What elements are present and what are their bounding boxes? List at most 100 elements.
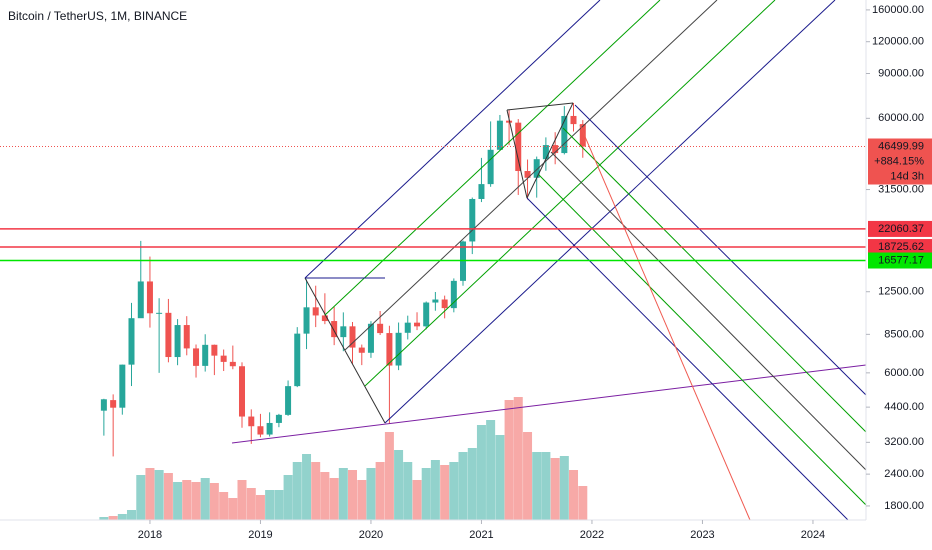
volume-bar [154,470,164,520]
candle-body [165,312,172,358]
volume-bar [145,468,155,520]
y-tick-label: 3200.00 [884,436,924,448]
volume-bar [347,470,357,520]
trend-line [579,124,751,521]
x-tick-label: 2023 [690,529,714,541]
candle-body [349,326,356,348]
volume-bar [255,495,265,520]
candle-body [395,332,402,366]
volume-bar [394,450,404,520]
candle-body [469,198,476,242]
volume-bar [403,462,413,520]
candle-body [561,115,568,154]
volume-bar [117,514,127,520]
drawings [231,0,867,521]
volume-bar [476,425,486,520]
volume-bar [375,462,385,520]
candle-body [321,315,328,322]
candle-body [331,321,338,338]
candle-body [496,120,503,150]
candle-body [128,318,135,365]
candle-body [137,281,144,319]
volume-bar [320,472,330,520]
candle-body [174,325,181,358]
volume-bar [292,462,302,520]
volume-bar [421,468,431,520]
candle-body [524,171,531,178]
overlay [0,146,866,262]
candle-body [533,159,540,178]
volume-bar [523,432,533,520]
candle-body [294,333,301,387]
candle-body [414,322,421,327]
candle-body [100,399,107,411]
candle-body [110,400,117,408]
x-tick-label: 2021 [469,529,493,541]
trend-line [231,364,867,444]
candle-body [506,120,513,123]
volume-bar [357,480,367,520]
y-tick-label: 6000.00 [884,367,924,379]
x-tick-label: 2024 [801,529,825,541]
volume-bar [219,492,229,520]
level-label-box [868,239,932,256]
candle-body [266,422,273,435]
volume-bar [532,452,542,520]
volume-bar [430,460,440,520]
candle-body [285,386,292,415]
pitchfork-handle [304,277,386,424]
axes: 160000.00 120000.00 90000.00 60000.00 31500.… [138,4,932,541]
y-tick-label: 120000.00 [872,36,924,48]
candle-body [248,416,255,427]
level-label: 16577.17 [878,254,924,266]
volume-bar [550,458,560,520]
volume-bar [449,462,459,520]
price-axis [866,0,932,550]
volume-bar [495,435,505,520]
volume-bar [173,482,183,520]
volume-bar [99,517,109,520]
volume-bar [274,490,284,520]
volume-bar [578,486,588,520]
y-tick-label: 160000.00 [872,4,924,16]
y-tick-label: 4400.00 [884,401,924,413]
candle-body [275,414,282,423]
volume-bar [246,488,256,520]
candle-body [441,299,448,309]
candle-body [552,145,559,154]
volume-bar [200,478,210,520]
pitchfork-median [344,0,718,351]
volume-bar [559,456,569,520]
x-tick-label: 2022 [580,529,604,541]
candle-body [312,307,319,316]
volume-bar [366,468,376,520]
candle-body [257,426,264,435]
candle-body [183,325,190,349]
candle-body [515,122,522,172]
volume-bar [228,498,238,520]
candle-body [367,323,374,353]
pitchfork-line [574,104,867,396]
volume-bar [182,480,192,520]
x-tick-label: 2018 [138,529,162,541]
candle-body [579,124,586,147]
candle-body [146,281,153,314]
pitchfork-line [526,197,849,521]
pitchfork-line [304,0,601,279]
volume-bar [209,483,219,520]
pitchfork-line [364,0,776,387]
y-tick-label: 31500.00 [878,183,924,195]
candle-body [238,366,245,417]
candle-body [303,307,310,334]
volume-bar [163,473,173,520]
candle-body [119,364,126,408]
pitchfork-line [538,174,867,506]
pitchfork-median [550,151,867,471]
pitchfork-line [562,127,867,433]
y-tick-label: 8500.00 [884,328,924,340]
last-price-box [868,138,932,185]
candle-body [478,184,485,199]
volume-bar [384,432,394,520]
volume-bar [108,516,118,520]
